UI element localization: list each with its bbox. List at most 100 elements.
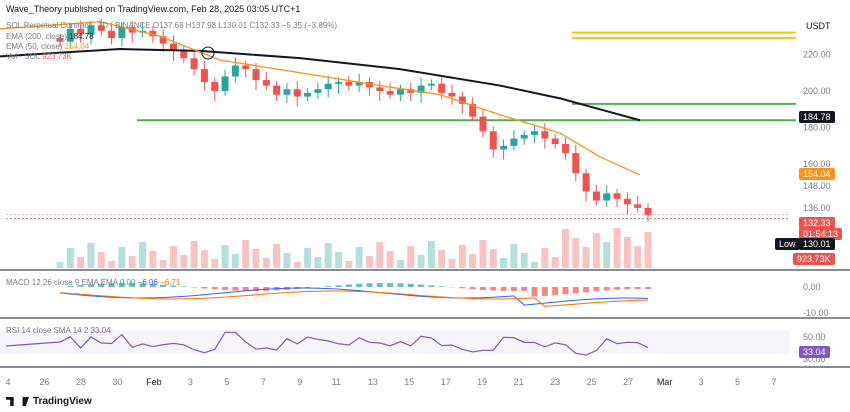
macd-histogram-bar [242, 287, 249, 291]
candle-body [304, 92, 312, 97]
rsi-tag: 33.04 [799, 346, 830, 358]
volume-legend-value: 923.73K [42, 52, 72, 61]
candle-body [365, 81, 373, 88]
macd-histogram-bar [77, 285, 84, 287]
volume-bar [500, 258, 508, 268]
macd-histogram-bar [67, 286, 74, 287]
candle-body [561, 144, 569, 154]
volume-bar [531, 262, 539, 268]
macd-histogram-bar [634, 287, 641, 290]
rsi-legend-value: 33.04 [90, 326, 111, 335]
macd-histogram-bar [614, 287, 621, 290]
volume-bar [365, 256, 373, 268]
candle-body [159, 36, 167, 44]
volume-bar [644, 232, 652, 268]
macd-histogram-bar [108, 283, 115, 287]
date-axis-tick: 15 [404, 377, 414, 387]
macd-line [59, 287, 649, 306]
candle-body [221, 76, 229, 92]
low-price-tag: 130.01 [799, 238, 835, 250]
volume-bar [190, 241, 198, 268]
macd-histogram-bar [603, 287, 610, 291]
volume-bar [221, 245, 229, 268]
macd-histogram-bar [232, 287, 239, 291]
macd-histogram-bar [356, 283, 363, 287]
macd-histogram-bar [541, 287, 548, 296]
macd-signal-line [59, 290, 649, 307]
macd-histogram-bar [98, 283, 105, 287]
candle-body [335, 81, 343, 84]
date-axis-tick: 7 [771, 377, 776, 387]
price-axis-tick: 180.00 [803, 123, 831, 133]
ema50-line [0, 20, 641, 176]
candle-body [324, 83, 332, 90]
macd-histogram-bar [624, 287, 631, 290]
volume-bar [169, 246, 177, 268]
volume-bar [293, 262, 301, 268]
macd-histogram-bar [366, 283, 373, 287]
candle-body [87, 25, 95, 35]
candle-body [613, 193, 621, 199]
macd-histogram-bar [129, 283, 136, 287]
volume-bar [242, 240, 250, 268]
candle-body [97, 25, 105, 31]
volume-bar [335, 252, 343, 268]
volume-bar [262, 258, 270, 268]
volume-bar [118, 247, 126, 268]
rsi-axis-tick: 30.00 [803, 354, 826, 364]
volume-bar [438, 250, 446, 268]
ema200-price-tag: 184.78 [799, 111, 835, 123]
candle-body [531, 131, 539, 135]
candle-body [489, 131, 497, 150]
macd-histogram-bar [87, 284, 94, 287]
countdown-tag: 01:54:13 [799, 228, 843, 240]
ema200-legend[interactable]: EMA (200, close) 184.78 [6, 32, 94, 41]
volume-bar [572, 238, 580, 268]
macd-histogram-bar [510, 287, 517, 291]
volume-bar [87, 243, 95, 268]
low-tag-label: Low [775, 238, 800, 250]
volume-bar [417, 255, 425, 268]
date-axis-tick: 26 [39, 377, 49, 387]
candle-body [510, 138, 518, 146]
volume-legend-label: Vol · SOL [6, 52, 40, 61]
candle-body [582, 173, 590, 192]
volume-legend[interactable]: Vol · SOL 923.73K [6, 52, 72, 61]
macd-legend[interactable]: MACD 12 26 close 9 EMA EMA 0.00 −6.06 −6… [6, 278, 180, 287]
candle-body [407, 89, 415, 93]
date-axis-tick: 9 [297, 377, 302, 387]
volume-bar [273, 244, 281, 268]
macd-legend-v2: −6.06 [137, 278, 158, 287]
candle-body [66, 28, 74, 42]
rsi-legend[interactable]: RSI 14 close SMA 14 2 33.04 [6, 326, 111, 335]
date-axis-tick: 3 [699, 377, 704, 387]
macd-histogram-bar [521, 287, 528, 291]
macd-legend-label: MACD 12 26 close 9 EMA EMA [6, 278, 118, 287]
volume-bar [520, 253, 528, 268]
ema50-legend[interactable]: EMA (50, close) 154.04 [6, 42, 89, 51]
candle-body [396, 89, 404, 95]
volume-bar [231, 254, 239, 268]
macd-histogram-bar [170, 285, 177, 287]
ema200-legend-label: EMA (200, close) [6, 32, 67, 41]
date-axis-tick: 3 [188, 377, 193, 387]
annotation-circle [201, 46, 215, 60]
date-axis-tick: 4 [5, 377, 10, 387]
tradingview-footer[interactable]: TradingView [6, 396, 92, 407]
macd-histogram-bar [490, 287, 497, 291]
macd-axis-tick: -10.00 [803, 308, 829, 318]
candle-body [252, 69, 260, 81]
currency-label: USDT [806, 21, 831, 31]
volume-bar [634, 246, 642, 268]
rsi-line [5, 331, 649, 356]
candle-body [149, 30, 157, 37]
volume-bar [592, 233, 600, 268]
macd-histogram-bar [139, 283, 146, 287]
volume-bar [66, 248, 74, 268]
candle-body [231, 65, 239, 77]
macd-histogram-bar [397, 283, 404, 287]
candle-body [293, 89, 301, 97]
price-axis-tick: 200.00 [803, 86, 831, 96]
volume-bar [603, 242, 611, 268]
